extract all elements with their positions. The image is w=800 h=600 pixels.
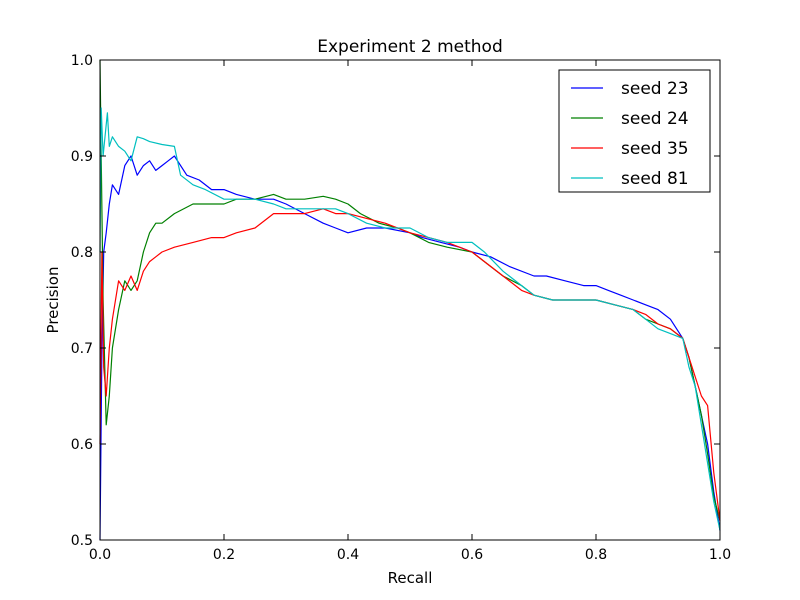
plot-area-frame bbox=[99, 59, 721, 541]
legend-entry-label: seed 23 bbox=[621, 79, 689, 99]
legend: seed 23 seed 24 seed 35 seed 81 bbox=[558, 69, 711, 193]
y-axis-label: Precision bbox=[44, 267, 62, 334]
legend-box bbox=[558, 69, 711, 193]
y-tick-label: 0.7 bbox=[71, 341, 93, 357]
y-tick-label: 0.9 bbox=[71, 149, 93, 165]
x-tick-label: 0.2 bbox=[213, 547, 235, 563]
x-tick-label: 1.0 bbox=[709, 547, 731, 563]
series-layer bbox=[99, 59, 721, 541]
x-tick-label: 0.6 bbox=[461, 547, 483, 563]
series-line-3 bbox=[99, 107, 721, 531]
legend-entry-label: seed 24 bbox=[621, 109, 689, 129]
y-tick-label: 0.6 bbox=[71, 437, 93, 453]
series-line-0 bbox=[99, 155, 721, 541]
x-tick-label: 0.8 bbox=[585, 547, 607, 563]
series-line-2 bbox=[99, 208, 721, 521]
x-tick-label: 0.0 bbox=[89, 547, 111, 563]
legend-entry-label: seed 81 bbox=[621, 169, 689, 189]
x-axis-label: Recall bbox=[388, 569, 433, 587]
chart-title: Experiment 2 method bbox=[317, 37, 503, 57]
y-tick-label: 1.0 bbox=[71, 53, 93, 69]
x-tick-label: 0.4 bbox=[337, 547, 359, 563]
y-tick-label: 0.5 bbox=[71, 533, 93, 549]
ticks-layer: 0.0 0.2 0.4 0.6 0.8 1.0 0.5 0.6 0.7 0.8 0.9 1.0 bbox=[71, 53, 731, 563]
legend-entry-label: seed 35 bbox=[621, 139, 689, 159]
series-line-1 bbox=[99, 59, 721, 521]
y-tick-label: 0.8 bbox=[71, 245, 93, 261]
